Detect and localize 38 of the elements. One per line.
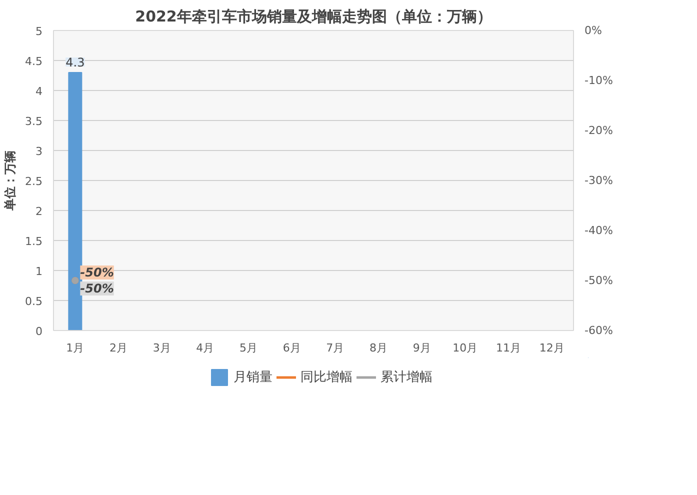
y-tick-label: 0.5 <box>25 295 43 308</box>
legend-label: 同比增幅 <box>300 369 352 386</box>
data-label: -50% <box>80 282 114 296</box>
y2-tick-label: 0% <box>584 24 602 37</box>
x-tick-label: 10月 <box>452 342 478 354</box>
x-tick-label: 7月 <box>326 342 344 354</box>
x-tick-label: 6月 <box>282 342 301 354</box>
x-tick-label: 11月 <box>496 342 521 354</box>
y2-tick-label: -50% <box>584 274 613 287</box>
x-tick-label: 4月 <box>196 342 214 354</box>
y2-tick-label: -30% <box>584 174 613 187</box>
y-tick-label: 2 <box>36 205 42 218</box>
y2-tick-label: -40% <box>584 224 613 237</box>
y-tick-label: 4 <box>36 85 42 98</box>
x-tick-label: 2月 <box>110 342 128 354</box>
data-label: -50% <box>80 266 114 280</box>
x-tick-label: 1月 <box>66 342 84 354</box>
legend-label: 月销量 <box>234 369 272 386</box>
y-tick-label: 1 <box>36 265 42 278</box>
data-label: 4.3 <box>66 56 85 70</box>
chart-title: 2022年牵引车市场销量及增幅走势图（单位：万辆） <box>135 8 492 26</box>
y-tick-label: 3.5 <box>25 115 43 128</box>
y-tick-label: 4.5 <box>25 55 43 68</box>
x-tick-label: 5月 <box>240 342 258 354</box>
legend-label: 累计增幅 <box>380 369 432 386</box>
y2-tick-label: -20% <box>584 124 613 137</box>
y-tick-label: 3 <box>36 145 42 158</box>
y-axis-title: 单位：万辆 <box>3 150 18 212</box>
y2-tick-label: -60% <box>584 324 613 337</box>
x-tick-label: 9月 <box>412 342 431 354</box>
y-tick-label: 5 <box>36 25 42 38</box>
x-tick-label: 3月 <box>152 342 171 354</box>
y-tick-label: 1.5 <box>25 235 43 248</box>
y-tick-label: 2.5 <box>25 175 43 188</box>
y2-tick-label: -10% <box>584 74 613 87</box>
y-tick-label: 0 <box>36 325 42 338</box>
x-tick-label: 12月 <box>539 342 564 354</box>
x-tick-label: 8月 <box>370 342 388 354</box>
